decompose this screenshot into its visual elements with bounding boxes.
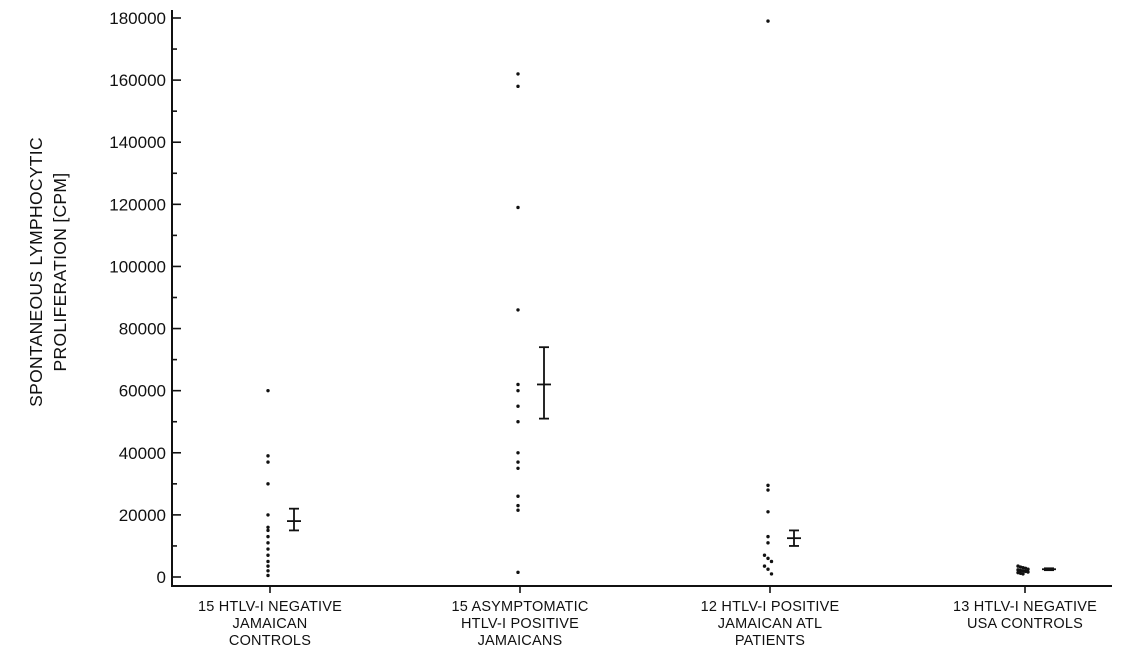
data-point: [762, 564, 767, 568]
data-point: [762, 553, 767, 557]
y-tick-label: 100000: [109, 257, 166, 276]
data-point: [516, 420, 520, 424]
data-point: [766, 510, 770, 514]
data-point: [516, 388, 520, 393]
data-point: [516, 451, 520, 455]
x-category-label: 15 HTLV-I NEGATIVE: [198, 599, 342, 615]
data-point: [266, 564, 270, 568]
x-category-label: HTLV-I POSITIVE: [461, 616, 579, 632]
x-category-label: JAMAICAN: [233, 616, 308, 632]
data-point: [516, 382, 520, 387]
data-point: [766, 534, 770, 539]
x-category-label: 12 HTLV-I POSITIVE: [701, 599, 840, 615]
data-point: [266, 534, 270, 539]
data-point: [516, 460, 520, 464]
data-point: [766, 488, 770, 492]
x-category-label: CONTROLS: [229, 633, 311, 649]
data-point: [266, 482, 270, 486]
data-point: [516, 503, 520, 508]
data-point: [266, 460, 270, 464]
data-point: [1026, 570, 1030, 574]
x-category-label: USA CONTROLS: [967, 616, 1083, 632]
y-tick-label: 180000: [109, 9, 166, 28]
data-point: [769, 559, 774, 564]
error-bars: [287, 346, 1056, 572]
y-tick-label: 120000: [109, 195, 166, 214]
y-tick-label: 0: [157, 568, 166, 587]
data-point: [516, 466, 520, 471]
data-point: [266, 541, 270, 545]
data-point: [766, 556, 770, 561]
y-axis-label-line-1: SPONTANEOUS LYMPHOCYTIC: [26, 137, 46, 407]
data-point: [516, 508, 520, 512]
data-point: [516, 205, 520, 210]
y-tick-label: 140000: [109, 133, 166, 152]
data-point: [266, 525, 270, 530]
data-point: [766, 541, 770, 545]
data-point: [766, 567, 770, 571]
axis-frame: [171, 10, 1112, 587]
data-point: [516, 404, 520, 408]
y-tick-label: 60000: [119, 382, 166, 401]
y-tick-label: 160000: [109, 71, 166, 90]
data-point: [516, 570, 520, 575]
data-point: [266, 454, 270, 458]
x-category-label: 15 ASYMPTOMATIC: [451, 599, 588, 615]
data-point: [266, 513, 270, 517]
data-point: [516, 494, 520, 498]
y-axis-label-line-2: PROLIFERATION [CPM]: [50, 173, 70, 372]
y-tick-label: 20000: [119, 506, 166, 525]
y-tick-label: 80000: [119, 320, 166, 339]
x-category-label: JAMAICAN ATL: [718, 616, 822, 632]
y-ticks: 0 20000 40000 60000 80000 100000 120000 140000 1…: [109, 9, 181, 587]
data-point: [1021, 572, 1025, 576]
data-point: [516, 72, 520, 76]
data-point: [266, 388, 270, 393]
x-category-label: JAMAICANS: [478, 633, 563, 649]
x-category-label: PATIENTS: [735, 633, 805, 649]
data-point: [766, 19, 770, 23]
data-point: [266, 569, 270, 573]
data-point: [266, 573, 270, 578]
data-point: [266, 547, 270, 551]
data-point: [266, 559, 270, 564]
y-axis-label: SPONTANEOUS LYMPHOCYTIC PROLIFERATION [C…: [26, 137, 70, 407]
data-points: [266, 19, 1030, 578]
data-point: [516, 84, 520, 89]
data-point: [266, 528, 270, 533]
data-point: [516, 308, 520, 312]
y-tick-label: 40000: [119, 444, 166, 463]
data-point: [766, 483, 770, 488]
data-point: [1018, 568, 1023, 573]
data-point: [769, 572, 774, 576]
x-category-label: 13 HTLV-I NEGATIVE: [953, 599, 1097, 615]
data-point: [266, 553, 270, 557]
data-point: [1026, 567, 1030, 571]
